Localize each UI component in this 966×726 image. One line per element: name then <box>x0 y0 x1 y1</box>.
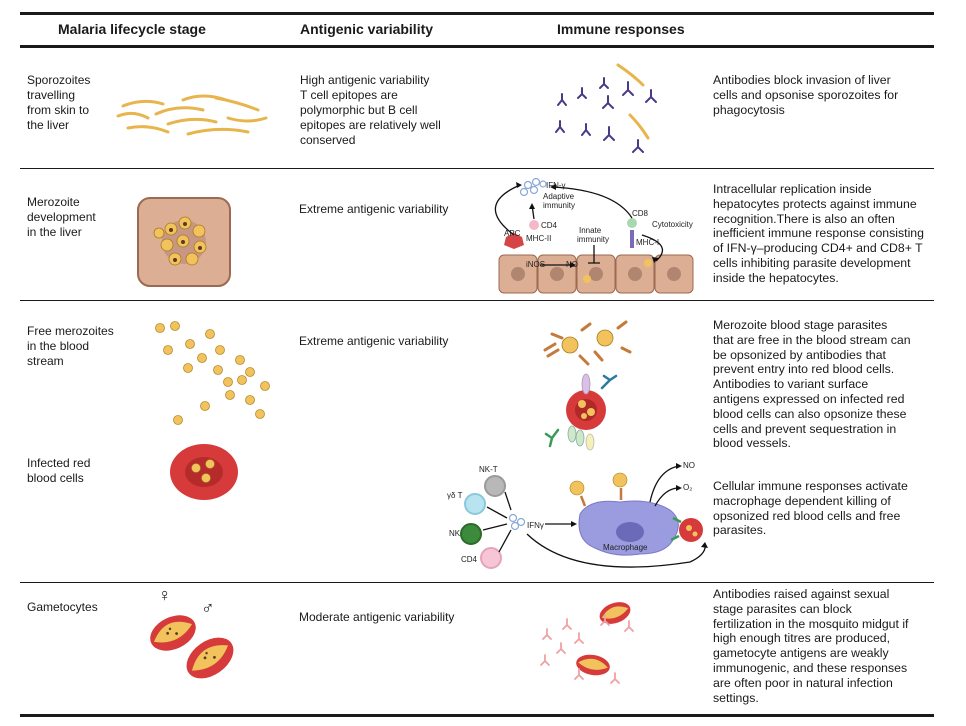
hepatocyte-illustration <box>137 197 231 287</box>
nkt-label: NK-T <box>479 465 498 474</box>
ifn-label: IFNγ <box>527 521 544 530</box>
male-symbol-icon: ♂ <box>201 598 215 618</box>
antibodies-sporozoites-illustration <box>555 63 657 153</box>
response-free-merozoites: Merozoite blood stage parasites that are… <box>713 318 911 451</box>
variability-free-merozoites: Extreme antigenic variability <box>299 334 449 348</box>
row-divider-2 <box>20 300 934 301</box>
liver-adaptive-label: Adaptive immunity <box>543 192 575 210</box>
gdt-label: γδ T <box>447 491 463 500</box>
stage-free-merozoites: Free merozoites in the blood stream <box>27 324 114 368</box>
infected-rbc-illustration <box>170 444 238 500</box>
stage-gametocytes: Gametocytes <box>27 600 98 614</box>
top-rule <box>20 12 934 15</box>
macrophage-label: Macrophage <box>603 543 648 552</box>
liver-mhc1-label: MHC-I <box>636 238 659 247</box>
header-stage: Malaria lifecycle stage <box>58 21 206 37</box>
stage-liver: Merozoite development in the liver <box>27 195 96 239</box>
row-divider-3 <box>20 582 934 583</box>
response-gametocytes: Antibodies raised against sexual stage p… <box>713 587 909 705</box>
liver-cd4-label: CD4 <box>541 221 558 230</box>
response-sporozoites: Antibodies block invasion of liver cells… <box>713 73 899 117</box>
macrophage-killing-diagram: NK-T γδ T NK CD4 IFNγ Macrophage NO O₂ <box>447 461 708 569</box>
stage-infected-rbc: Infected red blood cells <box>27 456 91 485</box>
opsonized-merozoites-illustration <box>543 320 632 366</box>
header-rule <box>20 45 934 48</box>
nk-label: NK <box>449 529 461 538</box>
variability-sporozoites: High antigenic variability T cell epitop… <box>300 73 441 147</box>
liver-inos-label: iNOS <box>526 260 545 269</box>
gamete-antibodies-illustration <box>540 602 634 684</box>
response-liver: Intracellular replication inside hepatoc… <box>713 182 924 285</box>
stage-sporozoites: Sporozoites travelling from skin to the … <box>27 73 91 132</box>
opsonized-rbc-illustration <box>544 373 618 451</box>
merozoites-illustration <box>155 321 270 425</box>
cd4-label: CD4 <box>461 555 478 564</box>
female-symbol-icon: ♀ <box>158 585 172 605</box>
liver-mhc2-label: MHC-II <box>526 234 551 243</box>
row-divider-1 <box>20 168 934 169</box>
no-label: NO <box>683 461 695 470</box>
gametocytes-illustration <box>150 615 234 679</box>
liver-innate-label: Innate immunity <box>577 226 609 244</box>
o2-label: O₂ <box>683 483 692 492</box>
header-immune: Immune responses <box>557 21 685 37</box>
variability-liver: Extreme antigenic variability <box>299 202 449 216</box>
sporozoites-illustration <box>116 94 268 136</box>
response-infected-rbc: Cellular immune responses activate macro… <box>713 479 908 538</box>
header-variability: Antigenic variability <box>300 21 434 37</box>
variability-gametocytes: Moderate antigenic variability <box>299 610 455 624</box>
liver-cd8-label: CD8 <box>632 209 649 218</box>
bottom-rule <box>20 714 934 717</box>
liver-cytotoxicity-label: Cytotoxicity <box>652 220 693 229</box>
